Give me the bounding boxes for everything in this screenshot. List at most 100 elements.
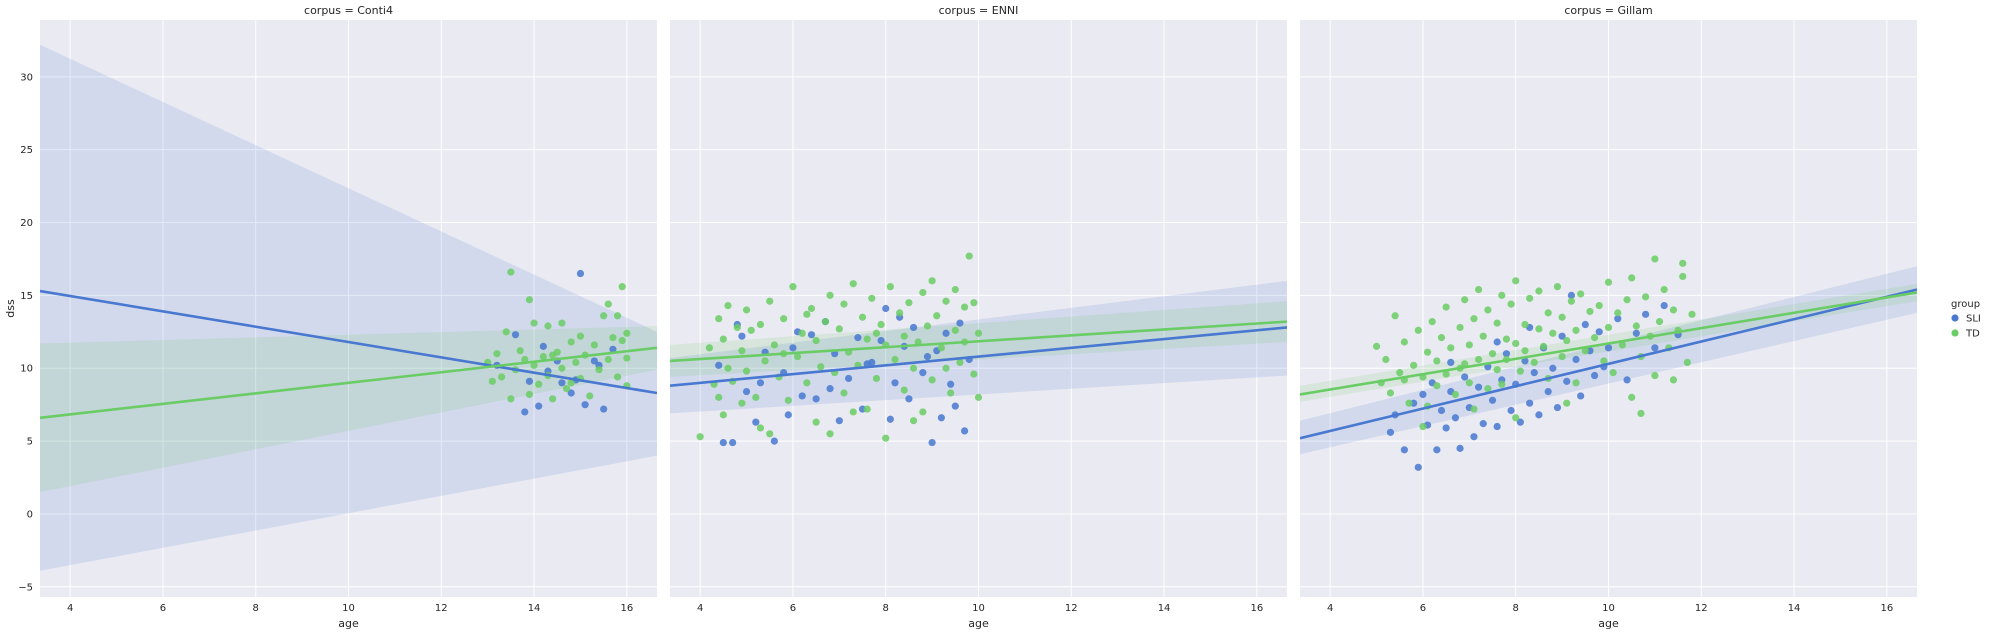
data-point-td [623, 329, 631, 337]
data-point-td [613, 312, 622, 320]
data-point-td [1628, 274, 1636, 282]
data-point-sli [1660, 301, 1668, 310]
data-point-td [821, 318, 830, 326]
data-point-sli [511, 331, 520, 339]
data-point-sli [1563, 377, 1571, 385]
data-point-sli [947, 380, 955, 388]
data-point-td [738, 399, 746, 407]
data-point-sli [1526, 399, 1534, 407]
data-point-sli [525, 377, 534, 385]
data-point-td [956, 358, 964, 367]
data-point-td [1488, 350, 1497, 358]
ci-band-sli [670, 280, 1287, 414]
data-point-td [1651, 371, 1659, 380]
data-point-td [1475, 355, 1483, 364]
data-point-td [1660, 285, 1668, 294]
data-point-td [1479, 332, 1487, 340]
data-point-td [719, 411, 727, 419]
data-point-td [1442, 370, 1450, 378]
x-tick-label: 16 [1880, 603, 1893, 614]
ci-band-td [670, 301, 1287, 377]
data-point-sli [1442, 424, 1450, 432]
data-point-td [951, 326, 959, 334]
data-point-td [812, 336, 820, 345]
data-point-sli [1642, 310, 1650, 318]
data-point-td [877, 320, 885, 329]
x-tick-label: 6 [1420, 603, 1426, 614]
data-point-sli [1595, 328, 1603, 336]
data-point-td [493, 350, 501, 358]
facet-panel-0: corpus = Conti4 4 6 8 10 12 14 16 age −5 0 5 10 15 20 2… [4, 4, 657, 630]
x-tick-label: 12 [1065, 603, 1078, 614]
data-point-td [970, 299, 978, 307]
data-point-td [544, 322, 552, 330]
data-point-td [521, 355, 529, 364]
data-point-td [872, 329, 881, 337]
data-point-td [1572, 379, 1580, 387]
data-point-td [1493, 366, 1501, 374]
data-point-td [1688, 310, 1696, 318]
data-point-sli [521, 408, 529, 416]
data-point-td [970, 370, 978, 378]
data-point-td [849, 408, 857, 416]
data-point-td [1428, 318, 1436, 326]
data-point-td [1470, 405, 1478, 413]
data-point-td [1604, 323, 1613, 332]
data-point-td [562, 385, 571, 393]
data-point-sli [567, 389, 575, 397]
legend: group SLI TD [1951, 299, 1981, 340]
data-point-sli [812, 395, 820, 403]
data-point-sli [1604, 344, 1613, 352]
data-point-sli [1451, 414, 1460, 422]
data-point-td [817, 363, 825, 371]
data-point-sli [1400, 446, 1408, 454]
data-point-td [752, 393, 760, 401]
data-point-td [933, 312, 941, 320]
data-point-sli [854, 334, 862, 342]
data-point-sli [609, 345, 617, 353]
y-tick-label: 30 [20, 72, 33, 83]
data-point-td [974, 329, 983, 337]
data-point-td [1632, 322, 1640, 330]
data-point-td [1437, 334, 1446, 342]
legend-marker-sli [1951, 314, 1959, 322]
x-tick-label: 14 [1158, 603, 1171, 614]
x-tick-label: 6 [160, 603, 166, 614]
data-point-td [923, 322, 932, 330]
data-point-sli [1577, 392, 1585, 400]
data-point-td [835, 325, 843, 333]
x-tick-label: 4 [1327, 603, 1333, 614]
data-point-td [1535, 325, 1543, 333]
data-point-sli [1535, 411, 1543, 419]
data-point-td [919, 408, 927, 416]
data-point-td [1498, 380, 1506, 388]
data-point-td [747, 326, 755, 334]
data-point-sli [960, 427, 969, 435]
data-point-td [1600, 357, 1608, 365]
facet-title: corpus = Gillam [1564, 4, 1652, 17]
data-point-td [1461, 296, 1469, 304]
y-tick-label: 10 [20, 364, 33, 375]
data-point-td [1414, 326, 1422, 334]
data-point-td [1553, 283, 1562, 291]
data-point-sli [742, 387, 751, 396]
data-point-td [742, 306, 751, 314]
data-point-sli [539, 342, 547, 350]
data-point-td [1391, 312, 1399, 320]
data-point-td [696, 433, 704, 441]
data-point-td [516, 347, 524, 355]
data-point-sli [928, 438, 936, 447]
y-tick-label: −5 [18, 582, 33, 593]
data-point-td [1433, 382, 1441, 390]
data-point-sli [535, 402, 543, 410]
data-point-td [807, 304, 816, 313]
data-point-td [1651, 255, 1659, 263]
data-point-td [960, 303, 969, 311]
y-tick-label: 15 [20, 291, 33, 302]
facet-panel-2: corpus = Gillam 4 6 8 10 12 14 16 age [1300, 4, 1917, 630]
x-tick-label: 16 [1250, 603, 1263, 614]
data-point-sli [845, 374, 853, 383]
data-point-sli [756, 379, 765, 387]
data-point-sli [1623, 376, 1631, 384]
